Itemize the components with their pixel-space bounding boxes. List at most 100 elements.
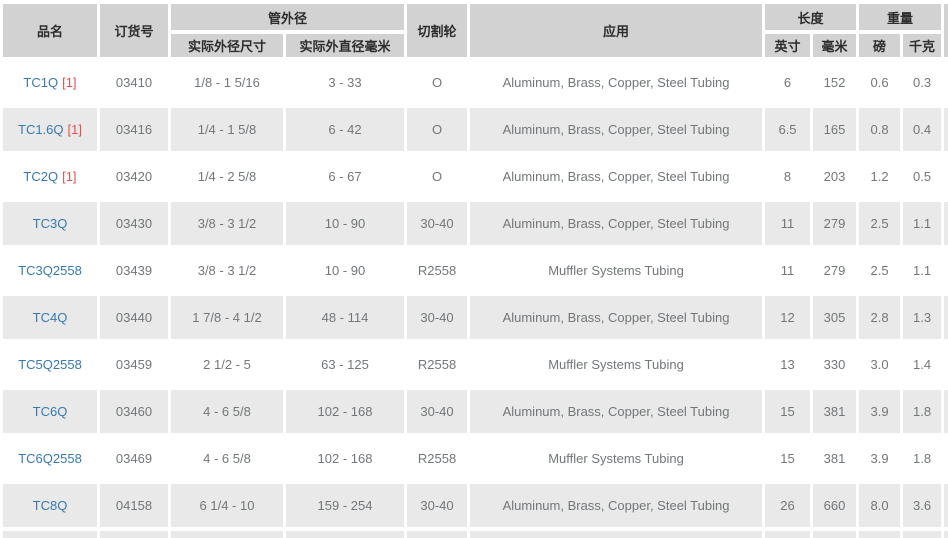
cutoff-cell — [944, 155, 948, 198]
product-cell: TC3Q2558 — [3, 249, 97, 292]
table-row: TC1.6Q [1] 03416 1/4 - 1 5/8 6 - 42 O Aluminum… — [3, 108, 948, 151]
weight-lb-cell: 8.0 — [859, 484, 901, 527]
product-link[interactable]: TC1Q — [23, 75, 59, 90]
weight-lb-cell: 0.6 — [859, 61, 901, 104]
cutting-wheel-cell: R2558 — [407, 437, 468, 480]
cutoff-cell — [171, 531, 283, 538]
cutoff-cell — [944, 249, 948, 292]
cutoff-cell — [944, 437, 948, 480]
col-header-application: 应用 — [470, 4, 763, 57]
product-cell: TC5Q2558 — [3, 343, 97, 386]
weight-kg-cell: 1.8 — [903, 437, 942, 480]
product-cell: TC1Q [1] — [3, 61, 97, 104]
weight-kg-cell: 0.3 — [903, 61, 942, 104]
actual-od-mm-cell: 3 - 33 — [286, 61, 405, 104]
weight-kg-cell: 1.8 — [903, 390, 942, 433]
length-mm-cell: 381 — [813, 390, 857, 433]
order-no-cell: 04158 — [100, 484, 168, 527]
length-mm-cell: 165 — [813, 108, 857, 151]
actual-od-mm-cell: 102 - 168 — [286, 390, 405, 433]
order-no-cell: 03459 — [100, 343, 168, 386]
product-cell: TC4Q — [3, 296, 97, 339]
cutoff-cell — [903, 531, 942, 538]
product-link[interactable]: TC6Q — [32, 404, 68, 419]
length-in-cell: 15 — [765, 390, 811, 433]
length-in-cell: 26 — [765, 484, 811, 527]
actual-od-size-cell: 1/4 - 1 5/8 — [171, 108, 283, 151]
actual-od-mm-cell: 10 - 90 — [286, 249, 405, 292]
col-header-actual-od-size: 实际外径尺寸 — [171, 34, 283, 57]
cutoff-cell — [944, 61, 948, 104]
length-in-cell: 11 — [765, 202, 811, 245]
product-cell: TC6Q — [3, 390, 97, 433]
table-row: TC3Q2558 03439 3/8 - 3 1/2 10 - 90 R2558 Muff… — [3, 249, 948, 292]
table-row: TC6Q 03460 4 - 6 5/8 102 - 168 30-40 Aluminum… — [3, 390, 948, 433]
footnote-link[interactable]: [1] — [62, 75, 77, 90]
weight-kg-cell: 1.3 — [903, 296, 942, 339]
cutting-wheel-cell: O — [407, 61, 468, 104]
actual-od-size-cell: 3/8 - 3 1/2 — [171, 202, 283, 245]
actual-od-mm-cell: 63 - 125 — [286, 343, 405, 386]
col-header-weight-kg: 千克 — [903, 34, 942, 57]
cutoff-cell — [100, 531, 168, 538]
col-header-weight-group: 重量 — [859, 4, 942, 30]
table-row: TC4Q 03440 1 7/8 - 4 1/2 48 - 114 30-40 Alumi… — [3, 296, 948, 339]
product-link[interactable]: TC8Q — [32, 498, 68, 513]
cutting-wheel-cell: O — [407, 108, 468, 151]
cutoff-cell — [944, 390, 948, 433]
application-cell: Aluminum, Brass, Copper, Steel Tubing — [470, 108, 763, 151]
col-header-cutting-wheel: 切割轮 — [407, 4, 468, 57]
weight-kg-cell: 0.4 — [903, 108, 942, 151]
weight-kg-cell: 0.5 — [903, 155, 942, 198]
order-no-cell: 03460 — [100, 390, 168, 433]
weight-lb-cell: 3.9 — [859, 437, 901, 480]
footnote-link[interactable]: [1] — [62, 169, 77, 184]
weight-lb-cell: 2.8 — [859, 296, 901, 339]
footnote-link[interactable]: [1] — [67, 122, 82, 137]
order-no-cell: 03420 — [100, 155, 168, 198]
table-row: TC6Q2558 03469 4 - 6 5/8 102 - 168 R2558 Muff… — [3, 437, 948, 480]
length-in-cell: 8 — [765, 155, 811, 198]
weight-kg-cell: 1.1 — [903, 202, 942, 245]
weight-lb-cell: 3.9 — [859, 390, 901, 433]
length-mm-cell: 381 — [813, 437, 857, 480]
length-mm-cell: 203 — [813, 155, 857, 198]
cutting-wheel-cell: O — [407, 155, 468, 198]
product-link[interactable]: TC2Q — [23, 169, 59, 184]
weight-kg-cell: 3.6 — [903, 484, 942, 527]
order-no-cell: 03430 — [100, 202, 168, 245]
product-link[interactable]: TC3Q2558 — [18, 263, 82, 278]
actual-od-mm-cell: 48 - 114 — [286, 296, 405, 339]
col-header-outer-diameter-group: 管外径 — [171, 4, 405, 30]
length-mm-cell: 279 — [813, 249, 857, 292]
product-cell: TC8Q — [3, 484, 97, 527]
weight-lb-cell: 3.0 — [859, 343, 901, 386]
product-link[interactable]: TC5Q2558 — [18, 357, 82, 372]
length-in-cell: 13 — [765, 343, 811, 386]
product-cell: TC6Q2558 — [3, 437, 97, 480]
length-mm-cell: 660 — [813, 484, 857, 527]
weight-lb-cell: 1.2 — [859, 155, 901, 198]
cutoff-cell — [3, 531, 97, 538]
product-link[interactable]: TC4Q — [32, 310, 68, 325]
product-link[interactable]: TC6Q2558 — [18, 451, 82, 466]
actual-od-size-cell: 1/8 - 1 5/16 — [171, 61, 283, 104]
product-link[interactable]: TC3Q — [32, 216, 68, 231]
table-row: TC5Q2558 03459 2 1/2 - 5 63 - 125 R2558 Muffl… — [3, 343, 948, 386]
length-in-cell: 6 — [765, 61, 811, 104]
cutoff-cell — [944, 531, 948, 538]
cutoff-next-row — [3, 531, 948, 538]
cutting-wheel-cell: R2558 — [407, 249, 468, 292]
cutoff-cell — [944, 108, 948, 151]
actual-od-mm-cell: 102 - 168 — [286, 437, 405, 480]
col-header-product: 品名 — [3, 4, 97, 57]
application-cell: Aluminum, Brass, Copper, Steel Tubing — [470, 155, 763, 198]
cutting-wheel-cell: 30-40 — [407, 202, 468, 245]
length-in-cell: 11 — [765, 249, 811, 292]
product-link[interactable]: TC1.6Q — [18, 122, 64, 137]
product-cell: TC2Q [1] — [3, 155, 97, 198]
application-cell: Aluminum, Brass, Copper, Steel Tubing — [470, 61, 763, 104]
length-mm-cell: 152 — [813, 61, 857, 104]
application-cell: Aluminum, Brass, Copper, Steel Tubing — [470, 484, 763, 527]
actual-od-size-cell: 1 7/8 - 4 1/2 — [171, 296, 283, 339]
